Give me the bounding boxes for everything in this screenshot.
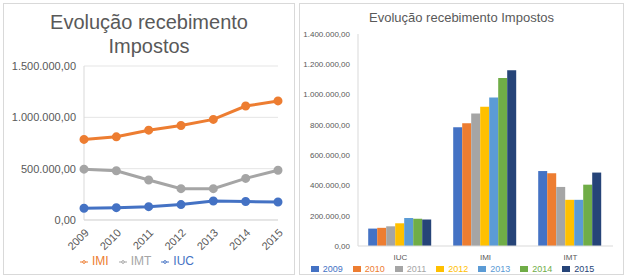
html-text:IUC: IUC: [173, 254, 194, 268]
svg-text:1.400.000,00: 1.400.000,00: [303, 29, 350, 38]
html-text:Evolução recebimento Impostos: Evolução recebimento Impostos: [50, 11, 248, 57]
svg-text:1.200.000,00: 1.200.000,00: [303, 60, 350, 69]
svg-text:2014: 2014: [227, 226, 253, 252]
svg-text:IMI: IMI: [480, 252, 491, 261]
svg-text:IUC: IUC: [394, 252, 408, 261]
svg-text:400.000,00: 400.000,00: [310, 181, 351, 190]
html-text:2012: 2012: [448, 263, 469, 274]
svg-text:500.000,00: 500.000,00: [21, 163, 76, 175]
svg-text:2010: 2010: [97, 226, 123, 252]
svg-text:IMT: IMT: [564, 252, 578, 261]
svg-text:0,00: 0,00: [334, 241, 350, 250]
svg-text:1.500.000,00: 1.500.000,00: [12, 60, 76, 72]
svg-text:200.000,00: 200.000,00: [310, 211, 351, 220]
svg-text:2012: 2012: [162, 226, 188, 252]
html-text:2013: 2013: [490, 263, 511, 274]
svg-text:2013: 2013: [194, 226, 220, 252]
svg-text:2009: 2009: [65, 226, 91, 252]
html-text:Evolução recebimento Impostos: Evolução recebimento Impostos: [369, 10, 554, 25]
html-text:2011: 2011: [406, 263, 427, 274]
html-text:2010: 2010: [364, 263, 385, 274]
html-text:IMT: IMT: [130, 254, 152, 268]
html-text:2014: 2014: [532, 263, 553, 274]
html-text:IMI: IMI: [92, 254, 109, 268]
svg-text:2011: 2011: [130, 226, 155, 251]
svg-text:800.000,00: 800.000,00: [310, 120, 351, 129]
svg-text:1.000.000,00: 1.000.000,00: [12, 111, 76, 123]
html-text:2015: 2015: [574, 263, 595, 274]
svg-text:600.000,00: 600.000,00: [310, 151, 351, 160]
svg-text:1.000.000,00: 1.000.000,00: [303, 90, 350, 99]
svg-text:2015: 2015: [259, 226, 285, 252]
html-text:2009: 2009: [322, 263, 343, 274]
svg-text:0,00: 0,00: [55, 214, 76, 226]
